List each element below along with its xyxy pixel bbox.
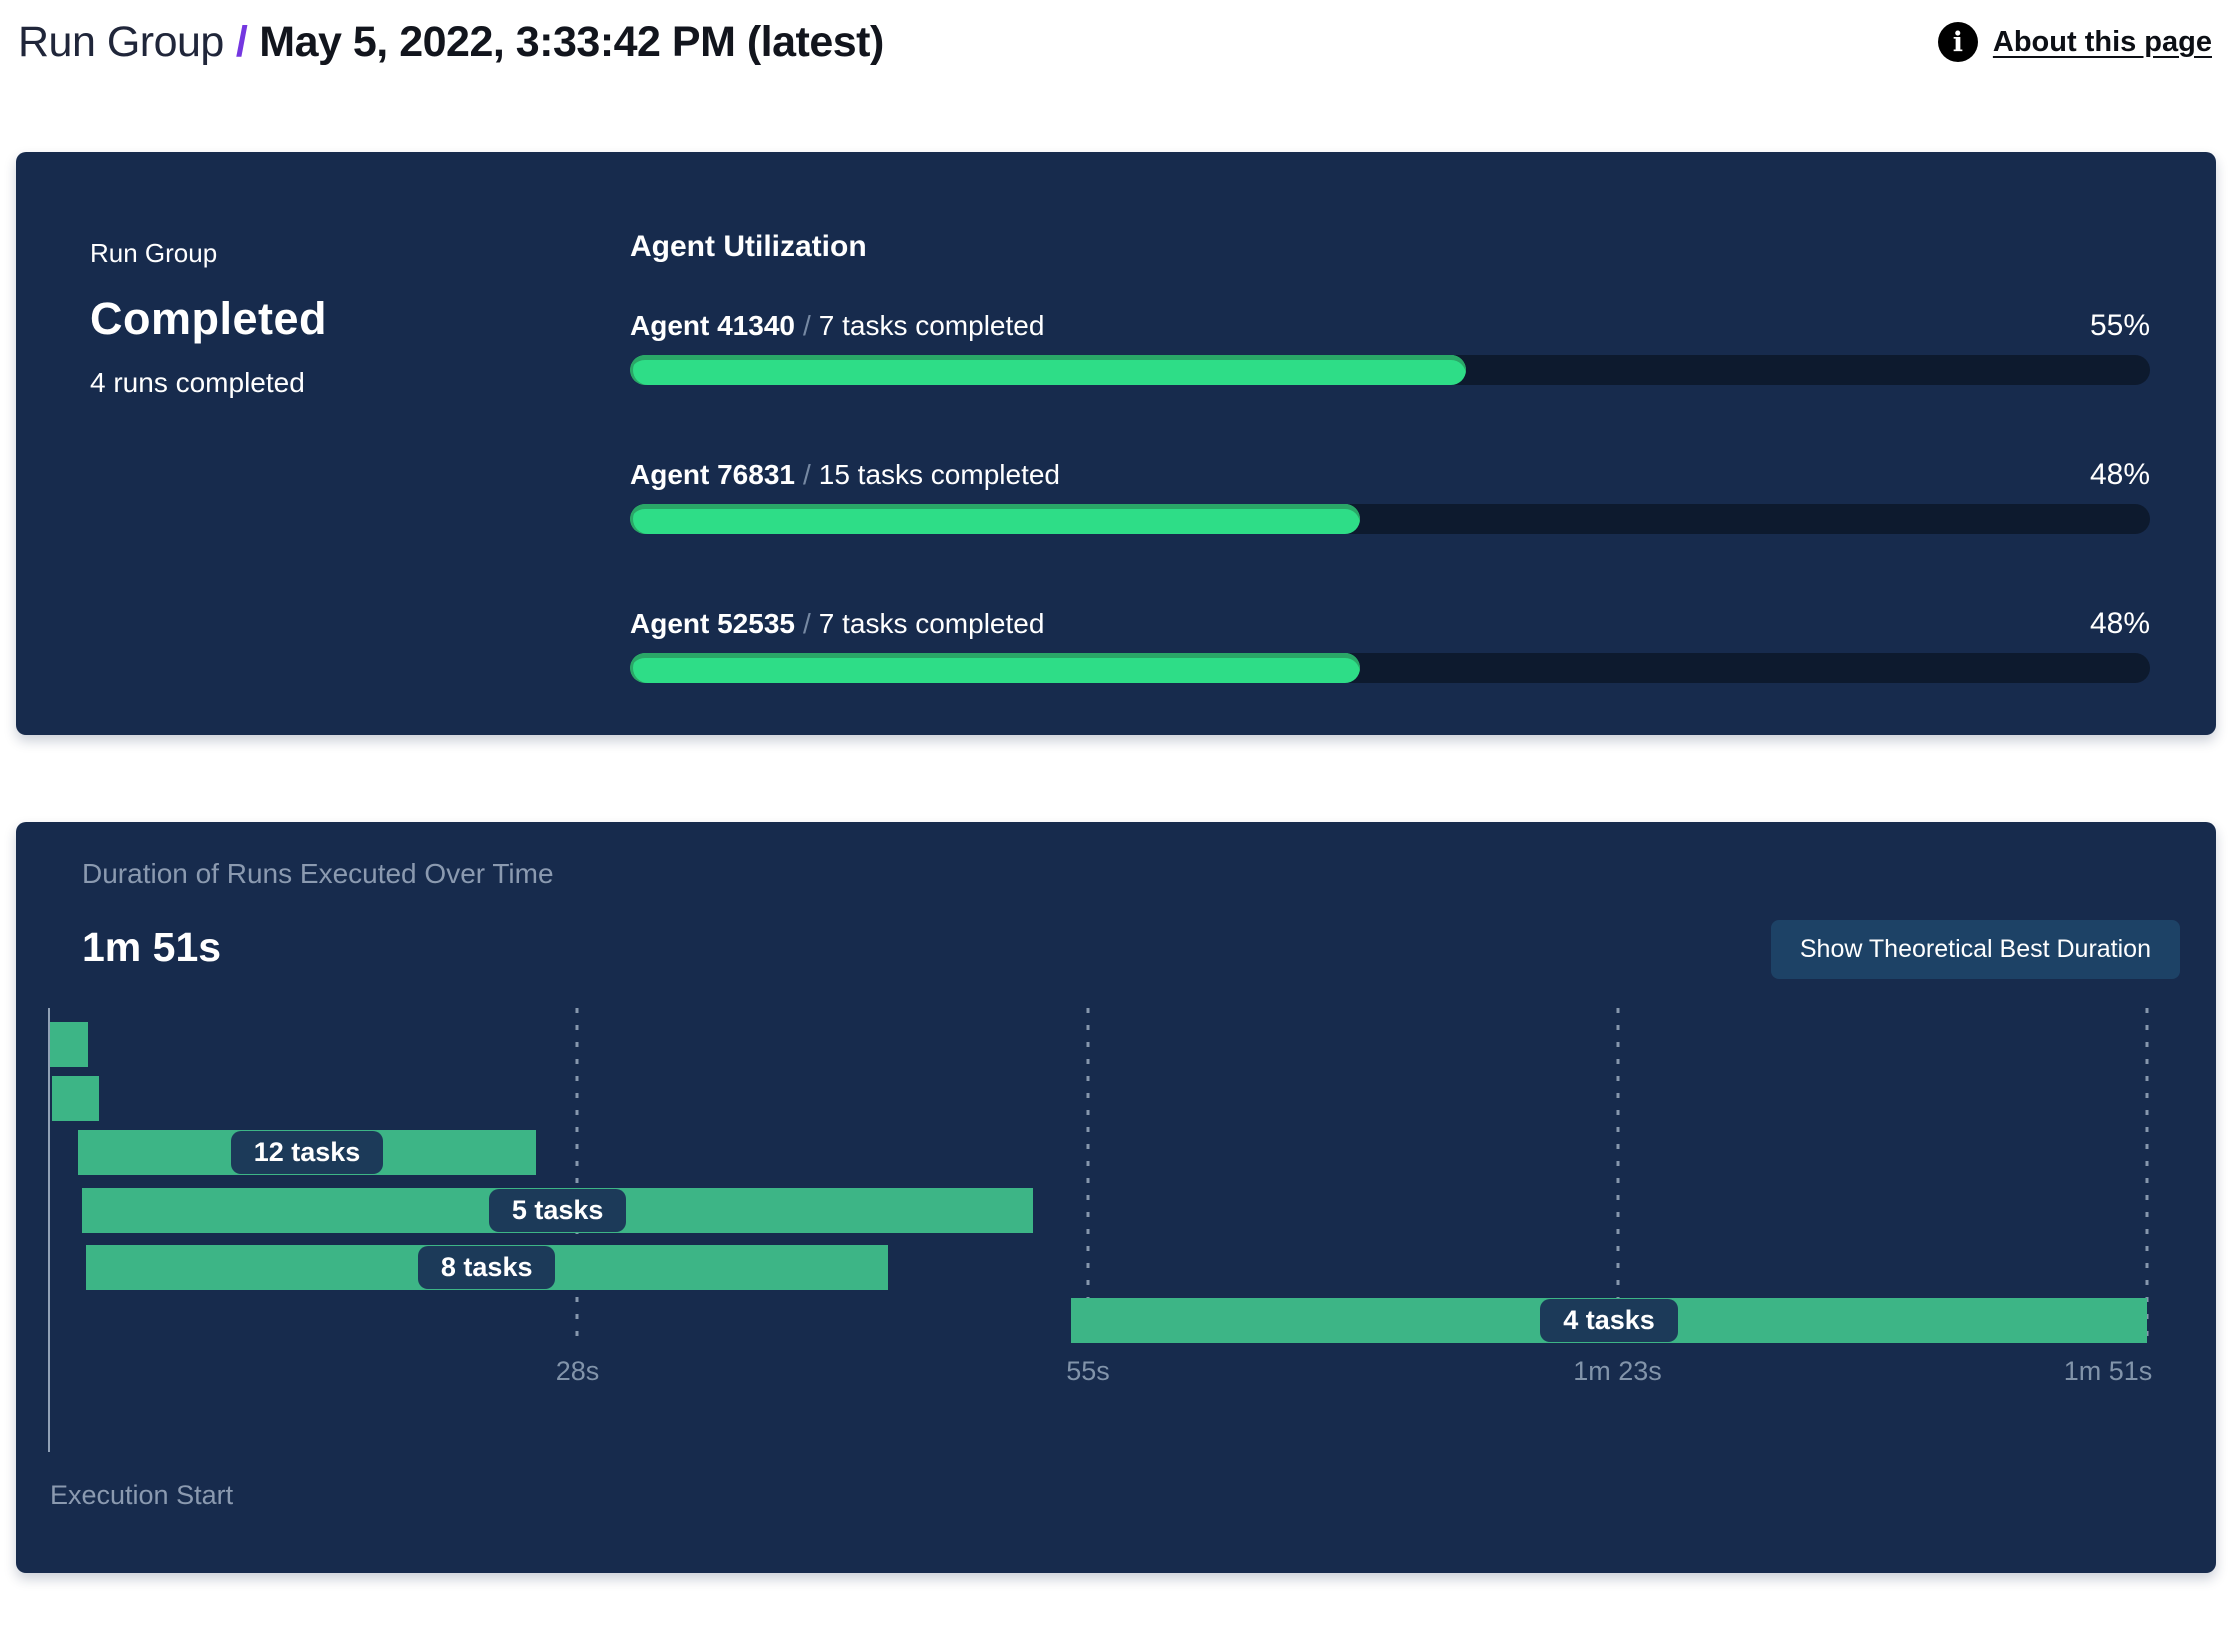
gantt-tick-label: 1m 51s: [2063, 1356, 2153, 1386]
gantt-bar[interactable]: 5 tasks: [82, 1188, 1034, 1233]
gantt-tick-label: 1m 23s: [1573, 1356, 1662, 1386]
gantt-bar[interactable]: [51, 1076, 100, 1121]
agent-tasks-completed: 15 tasks completed: [818, 459, 1060, 490]
agent-separator: /: [802, 459, 811, 490]
agent-separator: /: [802, 608, 811, 639]
run-group-status-block: Run Group Completed 4 runs completed: [90, 230, 630, 735]
gantt-gridline: [1616, 1008, 1620, 1348]
agent-progress-fill: [630, 504, 1360, 534]
gantt-bar[interactable]: [49, 1022, 88, 1067]
breadcrumb-separator: /: [235, 17, 248, 66]
gantt-bar-label: 12 tasks: [230, 1131, 384, 1174]
page-title: May 5, 2022, 3:33:42 PM (latest): [259, 17, 884, 66]
duration-total: 1m 51s: [82, 924, 222, 970]
gantt-gridline: [2145, 1008, 2149, 1348]
gantt-bar[interactable]: 4 tasks: [1071, 1298, 2147, 1343]
show-theoretical-best-duration-button[interactable]: Show Theoretical Best Duration: [1770, 920, 2180, 979]
breadcrumb-run-group[interactable]: Run Group: [18, 17, 224, 66]
gantt-bar-label: 5 tasks: [488, 1189, 627, 1232]
gantt-chart: Execution Start 28s 55s 1m 23s 1m 51s 12 tas…: [48, 1008, 2152, 1510]
agent-percent: 48%: [2089, 607, 2150, 640]
run-group-runs-count: 4 runs completed: [90, 367, 305, 398]
agent-progress-track: [630, 504, 2150, 534]
agent-progress-fill: [630, 653, 1360, 683]
execution-start-label: Execution Start: [50, 1480, 234, 1510]
run-group-eyebrow: Run Group: [90, 238, 218, 268]
gantt-gridline: [575, 1008, 579, 1348]
breadcrumb: Run Group / May 5, 2022, 3:33:42 PM (lates…: [18, 18, 884, 67]
gantt-tick-label: 55s: [1066, 1356, 1110, 1386]
agent-row: Agent 41340/7 tasks completed 55%: [630, 309, 2150, 385]
agent-percent: 55%: [2089, 309, 2150, 342]
duration-title: Duration of Runs Executed Over Time: [82, 858, 554, 889]
about-this-page[interactable]: i About this page: [1937, 22, 2212, 62]
agent-name: Agent 76831: [630, 459, 795, 490]
agent-percent: 48%: [2089, 458, 2150, 491]
gantt-bar-label: 4 tasks: [1540, 1299, 1678, 1342]
agent-utilization-title: Agent Utilization: [630, 230, 867, 263]
agent-progress-track: [630, 355, 2150, 385]
gantt-axis-line: [48, 1008, 50, 1452]
gantt-gridline: [1086, 1008, 1090, 1348]
about-this-page-link[interactable]: About this page: [1992, 25, 2212, 58]
agent-name: Agent 52535: [630, 608, 795, 639]
agent-tasks-completed: 7 tasks completed: [818, 310, 1045, 341]
gantt-tick-label: 28s: [555, 1356, 600, 1386]
agent-row: Agent 52535/7 tasks completed 48%: [630, 607, 2150, 683]
agent-tasks-completed: 7 tasks completed: [818, 608, 1045, 639]
agent-utilization-section: Agent Utilization Agent 41340/7 tasks co…: [630, 230, 2150, 735]
page-header: Run Group / May 5, 2022, 3:33:42 PM (lates…: [0, 0, 2240, 70]
run-group-panel: Run Group Completed 4 runs completed Age…: [16, 152, 2216, 735]
gantt-bar[interactable]: 8 tasks: [85, 1245, 888, 1290]
duration-panel: Duration of Runs Executed Over Time 1m 5…: [16, 822, 2216, 1573]
agent-progress-track: [630, 653, 2150, 683]
agent-name: Agent 41340: [630, 310, 795, 341]
agent-row: Agent 76831/15 tasks completed 48%: [630, 458, 2150, 534]
gantt-bar[interactable]: 12 tasks: [78, 1130, 536, 1175]
agent-separator: /: [802, 310, 811, 341]
agent-progress-fill: [630, 355, 1466, 385]
run-group-status: Completed: [90, 293, 328, 344]
info-icon: i: [1937, 22, 1978, 62]
gantt-bar-label: 8 tasks: [417, 1246, 556, 1289]
